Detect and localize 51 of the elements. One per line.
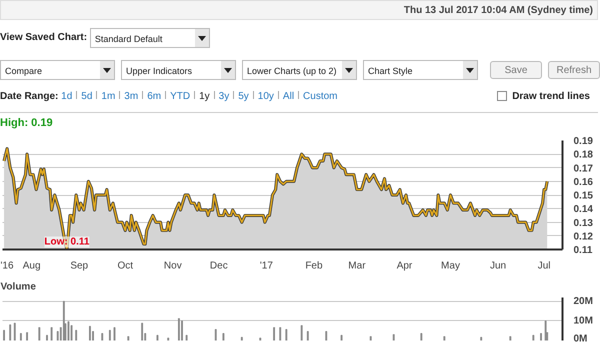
text: 1d xyxy=(61,91,72,102)
text: 3m xyxy=(124,91,138,102)
x-tick-label: Dec xyxy=(210,260,228,272)
text: Compare xyxy=(5,65,42,78)
text: Refresh xyxy=(548,60,600,79)
x-tick-label: Nov xyxy=(164,260,182,272)
text: Draw trend lines xyxy=(512,91,590,102)
text: YTD xyxy=(170,91,190,102)
text: Standard Default xyxy=(94,33,162,46)
x-tick-label: Feb xyxy=(305,260,324,272)
text: View Saved Chart: xyxy=(0,32,88,43)
text: Chart Style xyxy=(368,65,413,78)
text: 5d xyxy=(81,91,92,102)
y-tick-label: 0.16 xyxy=(574,176,594,188)
text: 1y xyxy=(199,91,210,102)
text: 6m xyxy=(147,91,162,102)
annotation: Low: 0.11 xyxy=(44,236,90,248)
text: All xyxy=(282,91,294,102)
text: Upper Indicators xyxy=(126,65,192,78)
y-tick-label: 0.11 xyxy=(574,245,593,256)
text: Thu 13 Jul 2017 10:04 AM (Sydney time) xyxy=(0,0,598,20)
y-tick-label: 0.17 xyxy=(574,163,594,174)
x-tick-label: Mar xyxy=(348,260,366,272)
y-tick-label: 20M xyxy=(574,296,593,307)
text: 10y xyxy=(258,91,274,102)
text: Save xyxy=(490,60,542,79)
y-tick-label: 0.12 xyxy=(574,231,594,242)
y-tick-label: 0.19 xyxy=(574,136,594,147)
text: 5y xyxy=(238,91,249,102)
x-tick-label: Oct xyxy=(117,260,134,272)
text: Date Range: xyxy=(0,91,58,102)
chart-title: Volume xyxy=(0,282,36,292)
text: High: 0.19 xyxy=(0,116,54,132)
x-tick-label: Aug xyxy=(22,260,41,272)
x-tick-label: Apr xyxy=(396,260,413,272)
x-tick-label: Sep xyxy=(70,260,89,272)
text: 3y xyxy=(218,91,230,102)
text: Custom xyxy=(303,91,338,102)
x-tick-label: '17 xyxy=(260,260,274,272)
text: Lower Charts (up to 2) xyxy=(247,65,337,78)
y-tick-label: 0.13 xyxy=(574,218,594,229)
x-tick-label: '16 xyxy=(0,260,14,272)
x-tick-label: May xyxy=(441,260,460,272)
x-tick-label: Jul xyxy=(538,260,550,272)
y-tick-label: 0M xyxy=(574,334,588,344)
y-tick-label: 0.15 xyxy=(574,190,594,202)
y-tick-label: 10M xyxy=(574,315,593,326)
x-tick-label: Jun xyxy=(490,260,506,272)
y-tick-label: 0.18 xyxy=(574,150,594,161)
y-tick-label: 0.14 xyxy=(574,204,594,216)
text: 1m xyxy=(101,91,116,102)
